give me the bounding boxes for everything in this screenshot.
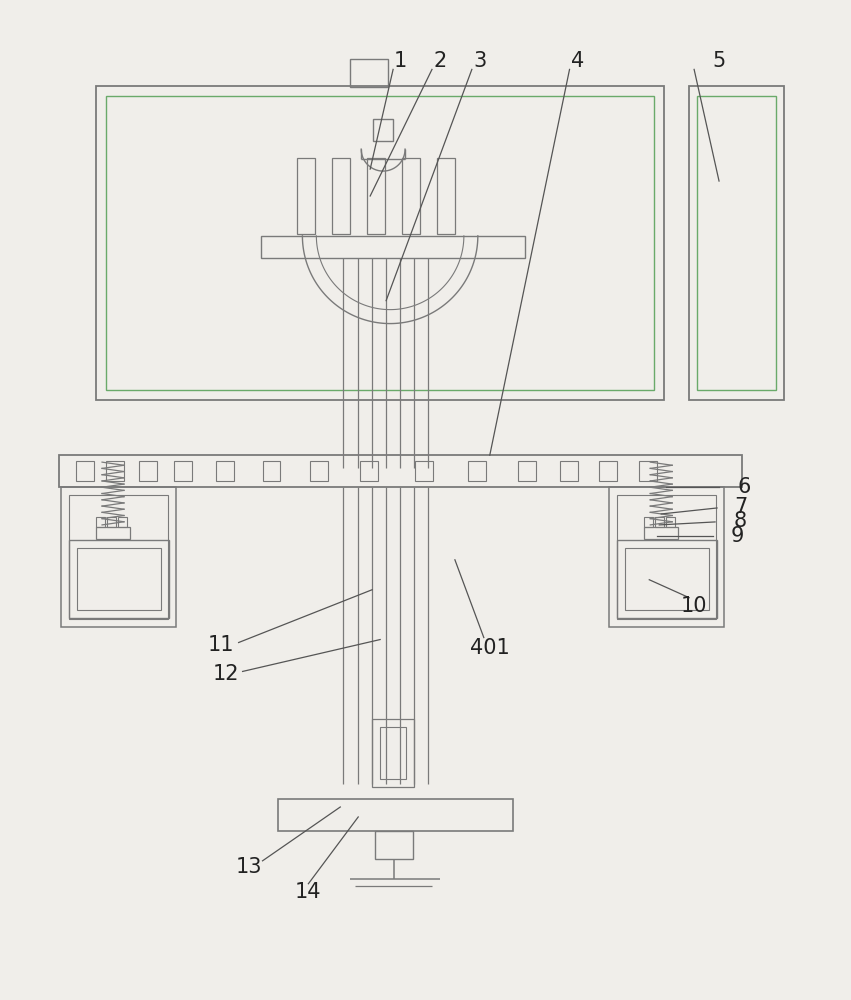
- Text: 12: 12: [213, 664, 239, 684]
- Text: 4: 4: [571, 51, 584, 71]
- Text: 1: 1: [393, 51, 407, 71]
- Bar: [609, 487, 724, 627]
- Bar: [639, 461, 657, 481]
- Bar: [374, 119, 393, 141]
- Bar: [96, 86, 665, 400]
- Bar: [297, 158, 316, 234]
- Text: 10: 10: [681, 596, 707, 616]
- Text: 5: 5: [712, 51, 726, 71]
- Bar: [96, 517, 105, 527]
- Bar: [77, 548, 161, 610]
- Bar: [278, 799, 512, 831]
- Bar: [599, 461, 617, 481]
- Bar: [76, 461, 94, 481]
- Text: 6: 6: [737, 477, 751, 497]
- Text: 401: 401: [470, 638, 510, 658]
- Bar: [697, 96, 776, 390]
- Bar: [61, 487, 176, 627]
- Bar: [139, 461, 157, 481]
- Bar: [560, 461, 578, 481]
- Bar: [617, 540, 717, 618]
- Bar: [351, 59, 388, 87]
- Bar: [625, 548, 709, 610]
- Bar: [437, 158, 455, 234]
- Bar: [517, 461, 535, 481]
- Bar: [60, 455, 742, 487]
- Text: 8: 8: [734, 511, 746, 531]
- Bar: [375, 831, 413, 859]
- Bar: [332, 158, 351, 234]
- Bar: [380, 727, 406, 779]
- Text: 13: 13: [236, 857, 262, 877]
- Bar: [118, 517, 127, 527]
- Bar: [689, 86, 784, 400]
- Text: 7: 7: [734, 497, 747, 517]
- Text: 3: 3: [473, 51, 487, 71]
- Text: 2: 2: [433, 51, 447, 71]
- Bar: [655, 517, 665, 527]
- Bar: [372, 719, 414, 787]
- Bar: [96, 527, 130, 539]
- Bar: [415, 461, 433, 481]
- Bar: [174, 461, 191, 481]
- Bar: [107, 517, 116, 527]
- Bar: [644, 527, 678, 539]
- Bar: [215, 461, 234, 481]
- Bar: [106, 96, 654, 390]
- Text: 14: 14: [295, 882, 322, 902]
- Bar: [644, 517, 654, 527]
- Bar: [367, 158, 386, 234]
- Bar: [617, 495, 716, 619]
- Bar: [106, 461, 124, 481]
- Bar: [402, 158, 420, 234]
- Bar: [69, 540, 168, 618]
- Bar: [260, 236, 525, 258]
- Bar: [69, 495, 168, 619]
- Bar: [311, 461, 328, 481]
- Bar: [666, 517, 675, 527]
- Text: 11: 11: [208, 635, 234, 655]
- Bar: [468, 461, 486, 481]
- Text: 9: 9: [730, 526, 744, 546]
- Bar: [263, 461, 281, 481]
- Bar: [360, 461, 378, 481]
